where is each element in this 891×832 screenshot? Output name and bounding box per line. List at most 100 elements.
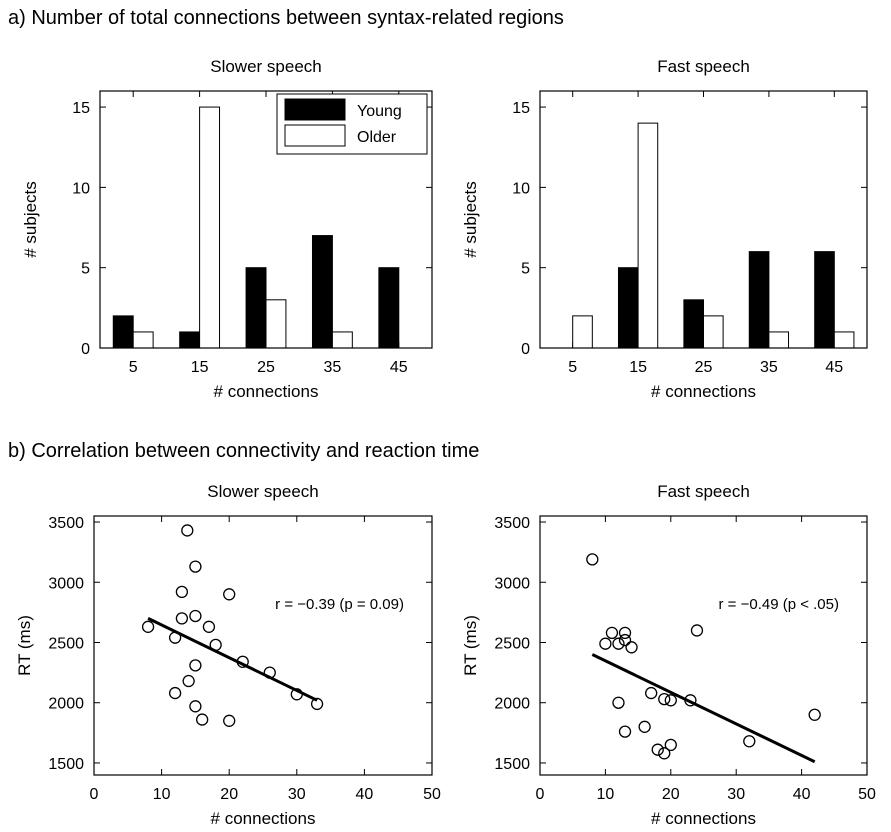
chart-4-point bbox=[651, 743, 664, 756]
chart-1-bar-older bbox=[331, 331, 353, 349]
chart-4-ytick-label: 3000 bbox=[494, 575, 530, 592]
chart-3-ytick-label: 2000 bbox=[48, 696, 84, 713]
chart-3-y-axis-label: RT (ms) bbox=[15, 615, 34, 676]
chart-1-legend-swatch-older bbox=[284, 124, 346, 147]
chart-1-y-axis-label: # subjects bbox=[21, 181, 40, 258]
chart-1-x-axis-label: # connections bbox=[214, 382, 319, 401]
chart-3-ytick-label: 3000 bbox=[48, 575, 84, 592]
chart-4-xtick-label: 10 bbox=[597, 786, 615, 803]
chart-1-bar-older bbox=[199, 106, 221, 349]
chart-4-point bbox=[808, 708, 821, 721]
chart-4-xtick-label: 0 bbox=[536, 786, 545, 803]
chart-4-point bbox=[599, 637, 612, 650]
chart-4-axes-box bbox=[539, 515, 868, 776]
chart-1-legend-swatch-young bbox=[284, 98, 346, 121]
chart-2-bar-young bbox=[617, 267, 639, 349]
chart-3-point bbox=[290, 688, 303, 701]
chart-4-point bbox=[658, 747, 671, 760]
chart-4-point bbox=[618, 633, 632, 647]
chart-4-xtick-label: 20 bbox=[662, 786, 680, 803]
chart-3-x-axis-label: # connections bbox=[211, 809, 316, 828]
chart-2-xtick-label: 35 bbox=[760, 359, 778, 376]
chart-2-x-axis-label: # connections bbox=[651, 382, 756, 401]
chart-1-ytick-label: 5 bbox=[81, 261, 90, 278]
chart-1-ytick-label: 15 bbox=[72, 100, 90, 117]
chart-3-point bbox=[209, 638, 222, 652]
chart-1-title: Slower speech bbox=[210, 57, 322, 76]
chart-3-xtick-label: 10 bbox=[153, 786, 171, 803]
chart-3-ytick-label: 3500 bbox=[48, 515, 84, 532]
chart-2-y-axis-label: # subjects bbox=[461, 181, 480, 258]
chart-1-bar-older bbox=[132, 331, 154, 349]
chart-2-bar-young bbox=[683, 299, 705, 349]
chart-2-xtick-label: 5 bbox=[568, 359, 577, 376]
chart-3-title: Slower speech bbox=[207, 482, 319, 501]
chart-2-ytick-label: 5 bbox=[521, 261, 530, 278]
chart-3-point bbox=[141, 620, 155, 633]
chart-3-xtick-label: 20 bbox=[220, 786, 238, 803]
chart-3-ytick-label: 1500 bbox=[48, 756, 84, 773]
chart-1-legend-label-older: Older bbox=[357, 129, 397, 146]
chart-4-ytick-label: 2500 bbox=[494, 635, 530, 652]
chart-3-point bbox=[310, 697, 324, 711]
chart-3-point bbox=[196, 713, 209, 726]
chart-4-point bbox=[605, 626, 619, 640]
chart-3-xtick-label: 0 bbox=[90, 786, 99, 803]
chart-3-point bbox=[223, 714, 236, 727]
chart-4-point bbox=[638, 720, 651, 733]
section-b-heading: b) Correlation between connectivity and … bbox=[8, 440, 479, 463]
chart-1-bar-young bbox=[245, 267, 267, 349]
chart-1-bar-young bbox=[378, 267, 400, 349]
chart-2-bar-young bbox=[748, 251, 770, 349]
chart-2-ytick-label: 10 bbox=[512, 180, 530, 197]
section-a-heading: a) Number of total connections between s… bbox=[8, 7, 564, 30]
section-b-title: Correlation between connectivity and rea… bbox=[31, 440, 480, 462]
chart-3-point bbox=[175, 585, 189, 599]
chart-1-bar-older bbox=[265, 299, 287, 349]
section-b-letter: b) bbox=[8, 440, 26, 462]
chart-4-point bbox=[612, 696, 625, 709]
chart-3-point bbox=[168, 631, 182, 644]
chart-4-title: Fast speech bbox=[657, 482, 750, 501]
chart-4-regression-line bbox=[591, 653, 816, 764]
chart-4-point bbox=[743, 735, 756, 748]
chart-4-point bbox=[684, 694, 697, 707]
chart-4-point bbox=[690, 624, 704, 637]
chart-4-xtick-label: 30 bbox=[727, 786, 745, 803]
chart-3-point bbox=[182, 674, 195, 688]
chart-3-point bbox=[181, 524, 194, 537]
chart-3-correlation-annotation: r = −0.39 (p = 0.09) bbox=[275, 596, 404, 613]
chart-3-point bbox=[175, 612, 189, 625]
chart-4-point bbox=[612, 637, 625, 650]
chart-4-point bbox=[618, 725, 632, 738]
chart-2-bar-young bbox=[814, 251, 835, 349]
chart-4-point bbox=[625, 641, 638, 654]
chart-4-point bbox=[664, 738, 677, 752]
chart-3-point bbox=[189, 560, 202, 573]
chart-4-xtick-label: 50 bbox=[858, 786, 876, 803]
chart-1-xtick-label: 25 bbox=[257, 359, 275, 376]
chart-4-point bbox=[664, 694, 677, 707]
chart-4-point bbox=[586, 553, 599, 566]
chart-4-xtick-label: 40 bbox=[793, 786, 811, 803]
chart-4-ytick-label: 3500 bbox=[494, 515, 530, 532]
chart-3-point bbox=[202, 620, 216, 633]
chart-4-x-axis-label: # connections bbox=[651, 809, 756, 828]
chart-1-bar-young bbox=[112, 315, 134, 349]
chart-3-point bbox=[236, 655, 249, 668]
chart-1-bar-young bbox=[179, 331, 201, 349]
chart-2-bar-older bbox=[572, 315, 593, 349]
chart-2-bar-older bbox=[637, 122, 659, 349]
chart-4-ytick-label: 1500 bbox=[494, 756, 530, 773]
chart-2-ytick-label: 0 bbox=[521, 341, 530, 358]
section-a-letter: a) bbox=[8, 7, 26, 29]
chart-3-xtick-label: 40 bbox=[356, 786, 374, 803]
chart-1-axes-box bbox=[99, 90, 433, 349]
chart-2-xtick-label: 45 bbox=[825, 359, 843, 376]
chart-2-bar-older bbox=[833, 331, 855, 349]
chart-2-bar-older bbox=[768, 331, 790, 349]
chart-2-xtick-label: 25 bbox=[695, 359, 713, 376]
chart-1-ytick-label: 0 bbox=[81, 341, 90, 358]
chart-1-xtick-label: 5 bbox=[129, 359, 138, 376]
